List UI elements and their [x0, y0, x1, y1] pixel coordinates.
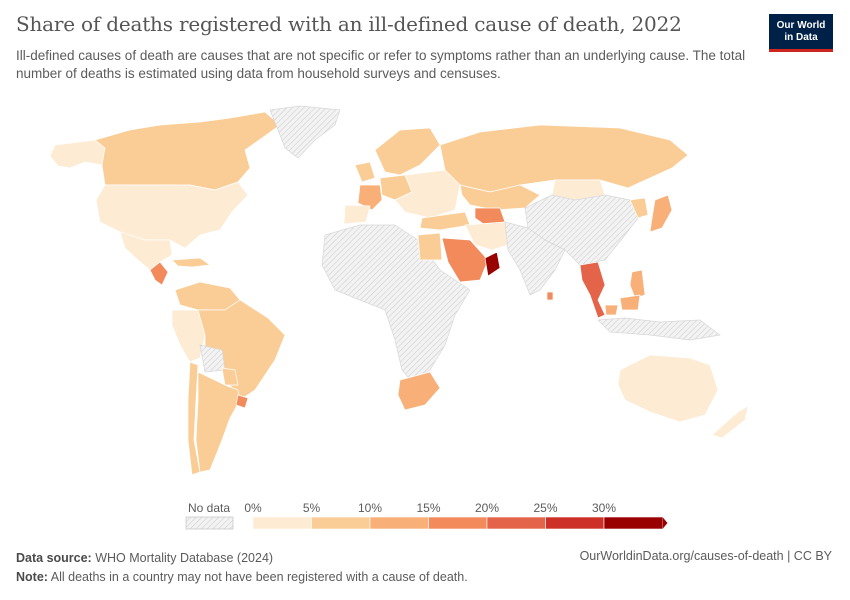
- region-usa[interactable]: [95, 181, 249, 249]
- data-source-label: Data source:: [16, 551, 92, 565]
- legend-bin-1: [311, 516, 371, 530]
- note-label: Note:: [16, 570, 48, 584]
- region-south-africa[interactable]: [397, 371, 441, 411]
- region-paraguay[interactable]: [221, 367, 239, 386]
- region-canada[interactable]: [94, 111, 281, 191]
- region-central-america[interactable]: [149, 261, 169, 286]
- region-australia[interactable]: [617, 354, 719, 423]
- footer-left: Data source: WHO Mortality Database (202…: [16, 549, 468, 587]
- logo-line-1: Our World: [776, 20, 826, 31]
- data-source-text[interactable]: WHO Mortality Database (2024): [95, 551, 274, 565]
- legend-tick-3: 15%: [416, 501, 440, 515]
- region-oman[interactable]: [484, 251, 501, 277]
- region-alaska[interactable]: [49, 139, 106, 169]
- note-text: All deaths in a country may not have bee…: [50, 570, 468, 584]
- region-japan[interactable]: [649, 194, 673, 233]
- region-thailand[interactable]: [579, 261, 606, 319]
- legend-bin-4: [486, 516, 546, 530]
- legend: No data 0% 5% 10% 15% 20% 25% 30%: [0, 498, 850, 534]
- region-saudi-arabia[interactable]: [441, 237, 489, 283]
- chart-subtitle: Ill-defined causes of death are causes t…: [16, 48, 746, 81]
- chart-title: Share of deaths registered with an ill-d…: [16, 12, 682, 36]
- region-iran[interactable]: [464, 221, 509, 251]
- region-caribbean[interactable]: [171, 257, 211, 268]
- region-africa[interactable]: [321, 224, 471, 383]
- owid-logo[interactable]: Our World in Data: [769, 14, 833, 52]
- legend-tick-6: 30%: [592, 501, 616, 515]
- region-scandinavia[interactable]: [374, 127, 441, 176]
- region-philippines[interactable]: [629, 269, 646, 299]
- data-source: Data source: WHO Mortality Database (202…: [16, 549, 468, 568]
- logo-line-2: in Data: [784, 32, 818, 43]
- world-map[interactable]: [0, 100, 850, 495]
- region-argentina[interactable]: [195, 371, 241, 473]
- legend-arrow-icon: [662, 517, 668, 529]
- legend-bin-2: [369, 516, 429, 530]
- legend-bin-3: [428, 516, 488, 530]
- region-egypt[interactable]: [417, 232, 443, 261]
- region-france[interactable]: [357, 184, 383, 211]
- legend-tick-2: 10%: [358, 501, 382, 515]
- legend-bin-0: [252, 516, 312, 530]
- legend-tick-5: 25%: [533, 501, 557, 515]
- region-greenland[interactable]: [269, 105, 341, 159]
- region-uruguay[interactable]: [235, 394, 249, 409]
- region-korea[interactable]: [629, 197, 649, 219]
- region-malaysia[interactable]: [604, 294, 641, 316]
- legend-bin-5: [545, 516, 605, 530]
- legend-no-data-swatch: [185, 516, 234, 530]
- region-turkey[interactable]: [419, 211, 471, 231]
- legend-bin-6: [603, 516, 663, 530]
- region-south-asia[interactable]: [504, 221, 566, 296]
- region-colombia-venezuela[interactable]: [174, 281, 241, 311]
- note: Note: All deaths in a country may not ha…: [16, 568, 468, 587]
- region-sri-lanka[interactable]: [546, 291, 554, 301]
- footer-url[interactable]: OurWorldinData.org/causes-of-death | CC …: [579, 549, 832, 563]
- legend-no-data-label: No data: [188, 501, 230, 515]
- region-indonesia[interactable]: [597, 317, 721, 341]
- region-iberia[interactable]: [343, 204, 371, 225]
- legend-tick-1: 5%: [303, 501, 321, 515]
- legend-tick-4: 20%: [475, 501, 499, 515]
- legend-tick-0: 0%: [244, 501, 262, 515]
- region-new-zealand[interactable]: [711, 405, 749, 439]
